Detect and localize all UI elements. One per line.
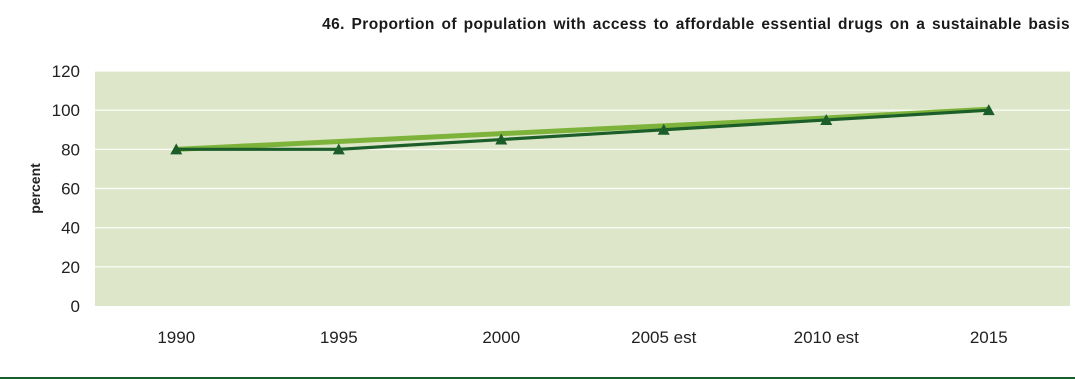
y-tick-label: 20 [61, 258, 80, 277]
y-tick-label: 40 [61, 219, 80, 238]
y-tick-label: 0 [71, 297, 80, 316]
y-axis-label: percent [27, 163, 43, 214]
x-tick-label: 1995 [320, 328, 358, 347]
series-2-marker [332, 143, 345, 155]
y-tick-label: 60 [61, 180, 80, 199]
series-2-marker [657, 123, 670, 135]
x-tick-label: 2000 [482, 328, 520, 347]
bottom-divider [0, 377, 1075, 379]
series-2-marker [170, 143, 183, 155]
series-2-line [174, 108, 991, 151]
y-tick-label: 100 [52, 101, 80, 120]
chart-title: 46. Proportion of population with access… [322, 16, 1070, 33]
series-2-marker [495, 133, 508, 145]
x-tick-label: 2015 [970, 328, 1008, 347]
series-2-marker [982, 104, 995, 116]
series-1-line [173, 106, 992, 152]
y-tick-label: 120 [52, 62, 80, 81]
x-tick-label: 1990 [157, 328, 195, 347]
y-tick-label: 80 [61, 140, 80, 159]
x-tick-label: 2005 est [631, 328, 696, 347]
x-tick-label: 2010 est [794, 328, 859, 347]
series-2-marker [820, 113, 833, 125]
